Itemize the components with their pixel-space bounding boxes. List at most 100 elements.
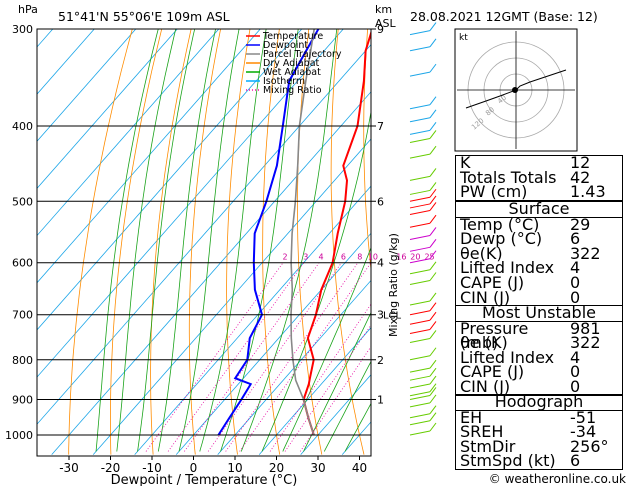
- wet-adiabat-line: [261, 109, 371, 452]
- index-row: θe (K) 322: [456, 333, 622, 353]
- pressure-tick-label: 1000: [5, 429, 33, 442]
- wind-barb-flag: [429, 227, 437, 236]
- isotherm-line: [217, 279, 371, 455]
- dry-adiabat-line: [262, 29, 281, 455]
- x-tick-label: 40: [352, 461, 367, 475]
- dry-adiabat-line: [395, 6, 448, 455]
- index-row: StmDir 256°: [456, 436, 622, 456]
- wind-barb: [409, 222, 431, 228]
- mixing-ratio-label: 8: [357, 253, 362, 262]
- wind-barb: [409, 420, 431, 426]
- wind-barb-flag: [429, 239, 437, 248]
- km-tick-label: 6: [377, 195, 384, 208]
- isotherm-line: [300, 374, 371, 455]
- index-label: CAPE (J): [460, 272, 525, 292]
- x-tick-label: -10: [142, 461, 162, 475]
- wind-barb: [409, 375, 431, 381]
- isotherm-line: [37, 29, 220, 237]
- wet-adiabat-line: [303, 311, 371, 452]
- wet-adiabat-line: [116, 29, 177, 452]
- index-value: 256°: [570, 436, 609, 456]
- index-label: SREH: [460, 422, 504, 442]
- wind-barb: [409, 391, 431, 397]
- wind-barb: [409, 355, 431, 361]
- index-row: Lifted Index 4: [456, 349, 622, 366]
- wind-barb: [409, 137, 431, 143]
- index-label: Pressure (mb): [460, 318, 529, 353]
- index-label: θe (K): [460, 333, 508, 353]
- isotherm-line: [37, 29, 95, 95]
- index-label: Temp (°C): [460, 214, 540, 234]
- pressure-tick-label: 700: [12, 309, 33, 322]
- wind-barb-flag: [429, 330, 437, 339]
- wind-barb-flag: [429, 145, 437, 155]
- isotherm-line: [258, 327, 371, 455]
- legend-label: Parcel Trajectory: [263, 49, 342, 60]
- location-title: 51°41'N 55°06'E 109m ASL: [58, 9, 230, 24]
- series-parcel-trajectory: [290, 29, 315, 436]
- wind-barb-flag: [429, 214, 437, 224]
- x-axis-label: Dewpoint / Temperature (°C): [111, 473, 298, 486]
- wind-barb: [409, 413, 431, 419]
- index-row: EH -51: [456, 409, 622, 426]
- mixing-ratio-axis-label: Mixing Ratio (g/kg): [387, 233, 400, 337]
- index-value: 1.43: [570, 182, 606, 202]
- mixing-ratio-label: 20: [410, 253, 420, 262]
- index-row: K 12: [456, 155, 622, 171]
- mixing-ratio-label: 6: [341, 253, 346, 262]
- wind-barb-flag: [429, 302, 437, 312]
- indices-top: K 12 Totals Totals 42 PW (cm) 1.43: [455, 155, 623, 201]
- mixing-ratio-label: 2: [282, 253, 287, 262]
- index-row: Pressure (mb) 981: [456, 318, 622, 353]
- storm-motion-marker: [512, 87, 518, 93]
- index-row: CIN (J) 0: [456, 379, 622, 395]
- hodograph-unit: kt: [459, 33, 468, 43]
- legend-label: Dewpoint: [263, 40, 308, 51]
- wind-barb: [409, 300, 431, 306]
- index-value: 0: [570, 287, 581, 307]
- most-unstable-box: Most Unstable Pressure (mb) 981 θe (K) 322…: [455, 305, 623, 396]
- wind-barb: [409, 104, 431, 110]
- index-row: CIN (J) 0: [456, 287, 622, 307]
- wind-barb-flag: [429, 130, 437, 139]
- mixing-ratio-line: [207, 262, 342, 452]
- x-tick-label: 10: [227, 461, 242, 475]
- km-unit: km: [375, 3, 392, 16]
- lcl-label: LCL: [383, 311, 402, 322]
- series-temperature: [302, 29, 371, 436]
- legend-label: Isotherm: [263, 76, 305, 87]
- wind-barb-flag: [429, 359, 437, 369]
- km-tick-label: 9: [377, 23, 384, 36]
- wind-barb-flag: [429, 422, 437, 432]
- hodograph-ring-label: 80: [484, 106, 496, 118]
- wind-barb: [409, 367, 431, 373]
- wind-barb: [409, 258, 431, 264]
- wind-barb-flag: [429, 292, 437, 302]
- wind-barb-flag: [429, 96, 437, 106]
- wet-adiabat-line: [199, 29, 267, 452]
- index-label: CAPE (J): [460, 362, 525, 382]
- most-unstable-title: Most Unstable: [482, 303, 596, 322]
- legend-label: Dry Adiabat: [263, 58, 320, 69]
- index-value: 6: [570, 451, 581, 471]
- wind-barb: [409, 117, 431, 123]
- mixing-ratio-line: [167, 262, 305, 452]
- footer-credit: © weatheronline.co.uk: [489, 472, 626, 486]
- isotherm-line: [37, 44, 371, 425]
- mixing-ratio-label: 25: [424, 253, 434, 262]
- hodograph: kt 40 80 120: [454, 28, 578, 152]
- legend-label: Wet Adiabat: [263, 67, 321, 78]
- isotherm-line: [51, 91, 371, 455]
- wind-barb: [409, 310, 431, 316]
- wind-barbs: [409, 22, 437, 436]
- wind-barb-flag: [429, 38, 437, 48]
- wind-barb: [409, 246, 431, 252]
- wet-adiabat-line: [178, 29, 240, 452]
- wind-barb: [409, 129, 431, 135]
- wind-barb: [409, 269, 431, 275]
- x-tick-label: 20: [269, 461, 284, 475]
- dry-adiabat-line: [226, 29, 251, 455]
- wind-barb-flag: [429, 383, 437, 393]
- wind-barb-flag: [429, 22, 437, 31]
- pressure-tick-label: 400: [12, 120, 33, 133]
